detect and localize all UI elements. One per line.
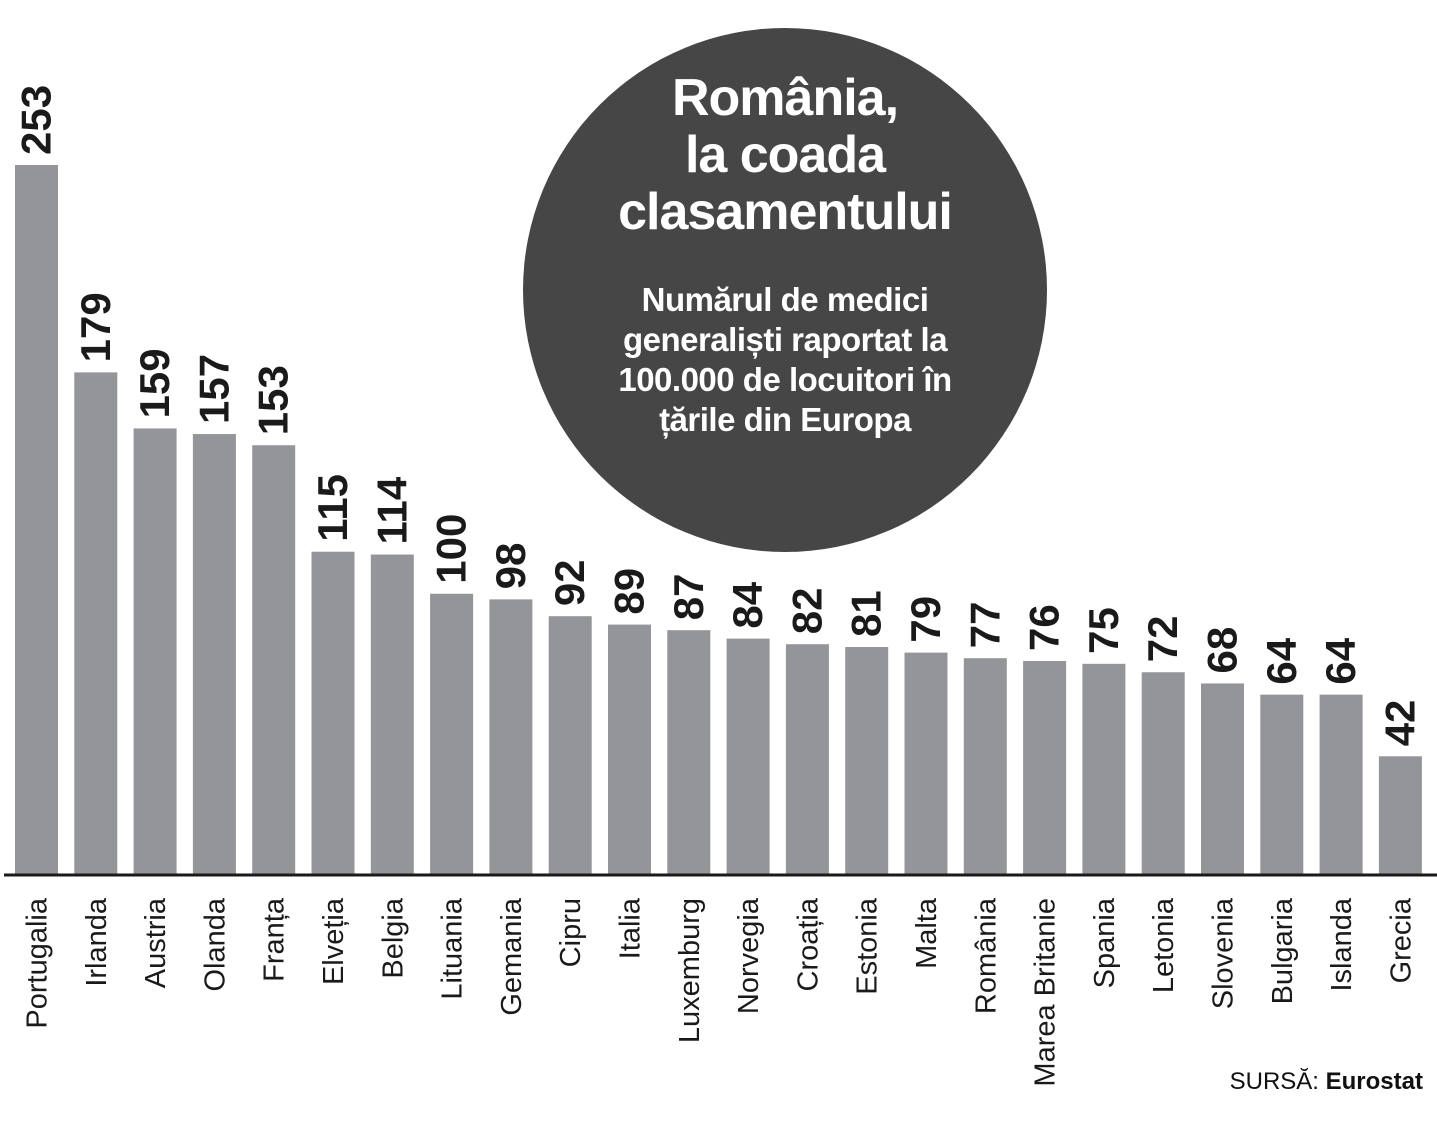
data-label: 253 bbox=[13, 85, 60, 155]
title-circle bbox=[523, 28, 1047, 552]
bar bbox=[726, 638, 770, 874]
data-label: 87 bbox=[665, 573, 712, 620]
bar bbox=[1201, 683, 1244, 874]
chart-subtitle-line-1: Numărul de medici bbox=[641, 281, 929, 318]
category-label: Cipru bbox=[555, 898, 587, 967]
source-label: SURSĂ: bbox=[1229, 1068, 1319, 1095]
category-label: Bulgaria bbox=[1267, 897, 1299, 1004]
data-label: 81 bbox=[843, 590, 890, 637]
data-label: 179 bbox=[72, 292, 119, 362]
data-labels: 253 179 159 157 153 115 114 100 98 92 89 87 84 82 81 79… bbox=[13, 85, 1424, 746]
bar bbox=[845, 647, 889, 874]
category-label: Marea Britanie bbox=[1030, 898, 1062, 1087]
bar bbox=[1260, 694, 1304, 874]
data-label: 100 bbox=[428, 514, 475, 584]
data-label: 92 bbox=[546, 559, 593, 606]
bar bbox=[1082, 663, 1126, 874]
category-label: Belgia bbox=[377, 897, 409, 978]
category-label: Croația bbox=[792, 897, 824, 991]
data-label: 68 bbox=[1199, 627, 1246, 674]
bar bbox=[1378, 756, 1422, 874]
bar bbox=[963, 658, 1007, 874]
bar bbox=[667, 630, 711, 874]
bar bbox=[904, 652, 948, 874]
category-label: Gemania bbox=[496, 897, 528, 1016]
chart-subtitle: Numărul de medici generaliști raportat l… bbox=[580, 280, 990, 440]
chart-title-line-2: la coada bbox=[684, 126, 886, 184]
data-label: 79 bbox=[902, 596, 949, 643]
bar bbox=[1141, 672, 1185, 874]
category-label: Olanda bbox=[199, 897, 231, 991]
category-label: Irlanda bbox=[81, 897, 113, 987]
data-label: 64 bbox=[1258, 637, 1305, 684]
bar bbox=[133, 428, 177, 874]
category-label: Franța bbox=[259, 897, 291, 982]
chart-title-line-1: România, bbox=[671, 69, 899, 127]
bar bbox=[430, 593, 474, 874]
category-label: Islanda bbox=[1326, 897, 1358, 991]
bar bbox=[252, 445, 296, 874]
category-label: Slovenia bbox=[1208, 897, 1240, 1009]
data-label: 114 bbox=[368, 476, 415, 544]
category-label: Portugalia bbox=[22, 897, 54, 1028]
data-label: 77 bbox=[961, 601, 1008, 648]
bar bbox=[15, 165, 58, 874]
data-label: 153 bbox=[250, 365, 297, 435]
bar bbox=[608, 624, 651, 874]
data-label: 89 bbox=[606, 568, 653, 615]
data-label: 82 bbox=[783, 587, 830, 634]
chart-title: România, la coada clasamentului bbox=[523, 70, 1047, 241]
category-label: Norvegia bbox=[733, 897, 765, 1014]
category-label: Malta bbox=[911, 897, 943, 969]
bars bbox=[15, 165, 1422, 874]
bar bbox=[192, 434, 236, 874]
data-label: 72 bbox=[1139, 616, 1186, 663]
bar bbox=[74, 372, 118, 874]
category-label: Austria bbox=[140, 897, 172, 988]
category-label: Grecia bbox=[1385, 897, 1417, 983]
data-label: 42 bbox=[1376, 700, 1423, 747]
bar bbox=[370, 554, 414, 874]
category-label: Luxemburg bbox=[674, 898, 706, 1043]
bar bbox=[548, 616, 592, 874]
category-label: Elveția bbox=[318, 897, 350, 985]
bar bbox=[489, 599, 533, 874]
category-labels: Portugalia Irlanda Austria Olanda Franța Elve… bbox=[22, 897, 1418, 1086]
source-name: Eurostat bbox=[1325, 1068, 1423, 1095]
source-note: SURSĂ: Eurostat bbox=[1230, 1068, 1423, 1096]
chart-subtitle-line-2: generaliști raportat la bbox=[622, 321, 948, 358]
bar bbox=[1023, 661, 1067, 874]
data-label: 75 bbox=[1080, 607, 1127, 654]
data-label: 159 bbox=[131, 348, 178, 418]
category-label: Spania bbox=[1089, 897, 1121, 988]
data-label: 115 bbox=[309, 474, 356, 542]
data-label: 76 bbox=[1021, 604, 1068, 651]
data-label: 64 bbox=[1317, 637, 1364, 684]
category-label: Letonia bbox=[1148, 897, 1180, 993]
data-label: 84 bbox=[724, 581, 771, 628]
data-label: 157 bbox=[190, 354, 237, 424]
category-label: Estonia bbox=[852, 897, 884, 995]
bar bbox=[1319, 694, 1363, 874]
bar bbox=[785, 644, 829, 874]
category-label: Italia bbox=[615, 897, 647, 959]
chart-title-line-3: clasamentului bbox=[618, 183, 953, 241]
data-label: 98 bbox=[487, 543, 534, 590]
bar bbox=[311, 551, 355, 874]
chart-subtitle-line-3: 100.000 de locuitori în bbox=[618, 361, 952, 398]
chart-subtitle-line-4: țările din Europa bbox=[659, 401, 911, 438]
category-label: Lituania bbox=[437, 897, 469, 999]
category-label: România bbox=[970, 897, 1002, 1014]
